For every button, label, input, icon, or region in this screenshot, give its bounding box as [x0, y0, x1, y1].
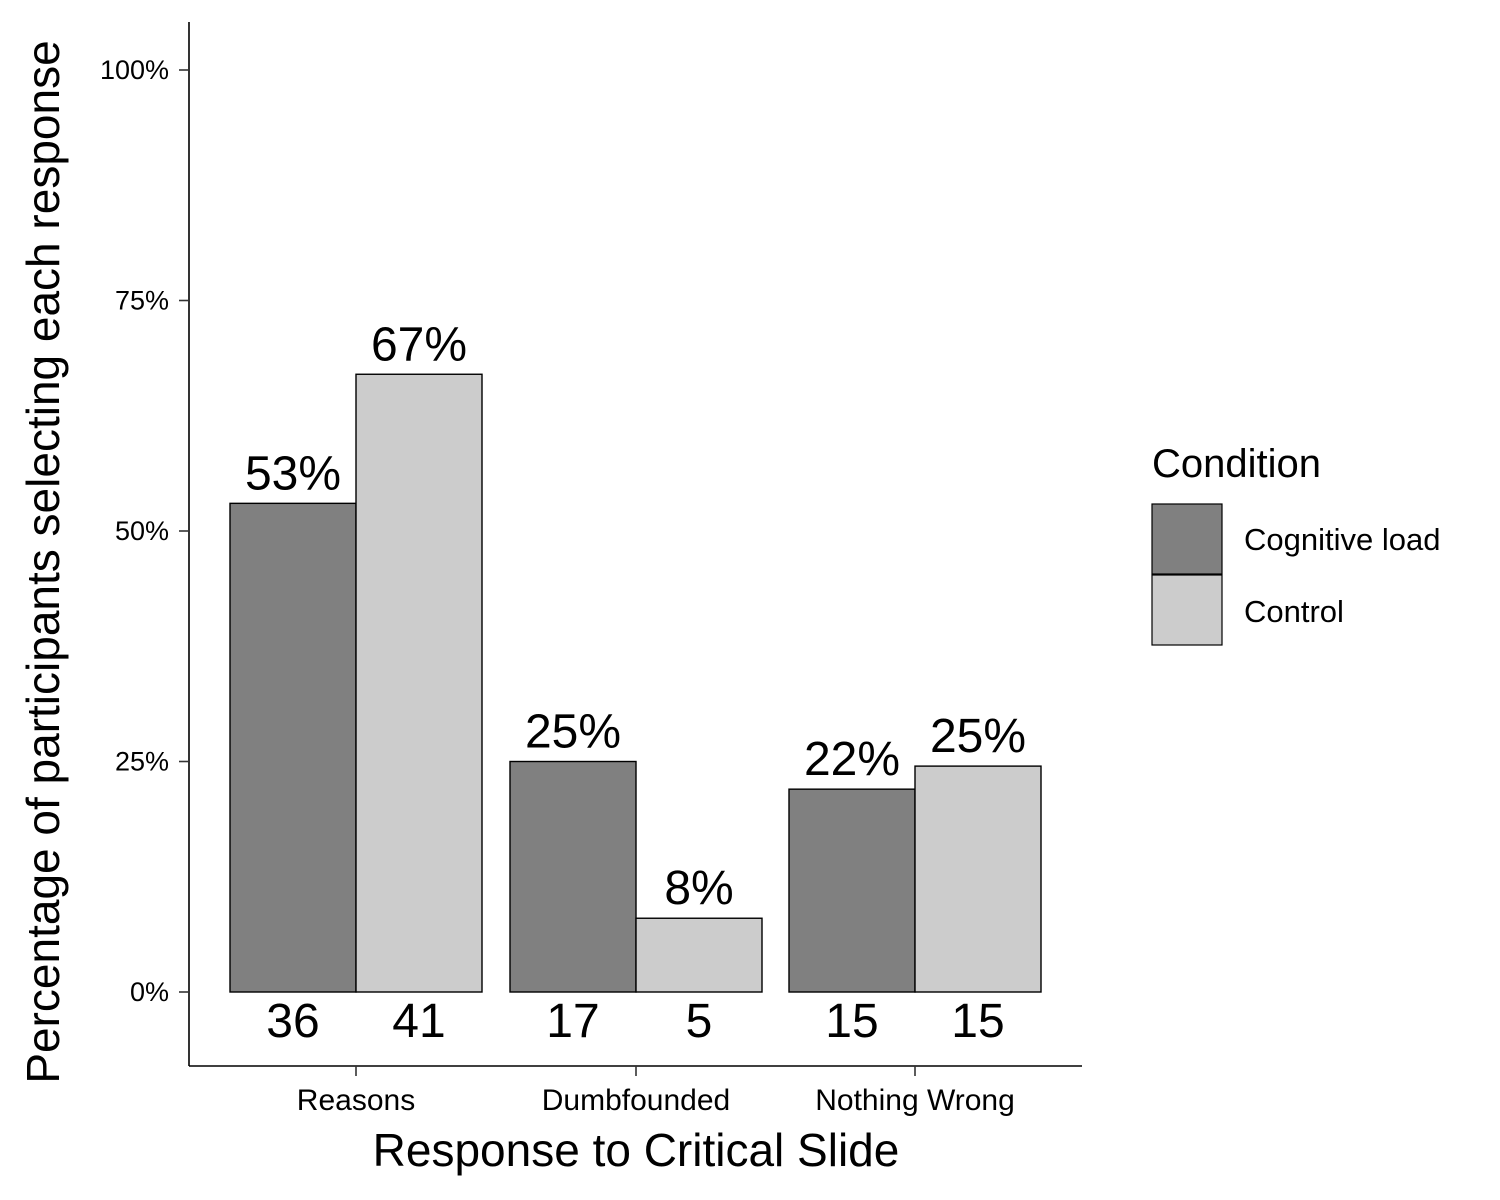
legend-label-cognitive-load: Cognitive load [1244, 522, 1440, 557]
bar-count-label: 41 [392, 995, 445, 1048]
value-labels-layer: 53% 36 25% 17 22% 15 67% 41 8% 5 25% 15 [245, 318, 1026, 1048]
y-tick-label: 0% [130, 977, 169, 1007]
bar-count-label: 17 [546, 995, 599, 1048]
bar [229, 502, 357, 993]
y-axis: 0% 25% 50% 75% 100% [100, 22, 190, 1066]
bar [509, 760, 637, 993]
bar-count-label: 15 [951, 995, 1004, 1048]
x-axis-title: Response to Critical Slide [373, 1124, 900, 1176]
x-axis: Reasons Dumbfounded Nothing Wrong [189, 1065, 1082, 1117]
bars-layer [229, 373, 1042, 993]
legend-label-control: Control [1244, 594, 1344, 629]
y-tick-label: 100% [100, 55, 169, 85]
legend-swatch-control [1151, 574, 1223, 646]
y-tick-label: 50% [115, 516, 169, 546]
y-axis-title: Percentage of participants selecting eac… [17, 40, 69, 1083]
bar-value-label: 25% [930, 710, 1026, 763]
bar-count-label: 15 [825, 995, 878, 1048]
bar-value-label: 53% [245, 447, 341, 500]
bar-value-label: 67% [371, 318, 467, 371]
x-tick-label: Reasons [297, 1084, 415, 1117]
bar-value-label: 8% [664, 862, 733, 915]
bar-value-label: 22% [804, 733, 900, 786]
bar [355, 373, 483, 993]
bar-count-label: 5 [686, 995, 713, 1048]
x-tick-label: Nothing Wrong [815, 1084, 1015, 1117]
bar-value-label: 25% [525, 706, 621, 759]
bar-count-label: 36 [266, 995, 319, 1048]
y-tick-label: 25% [115, 747, 169, 777]
legend-title: Condition [1152, 442, 1321, 486]
y-tick-label: 75% [115, 286, 169, 316]
x-tick-label: Dumbfounded [542, 1084, 730, 1117]
legend-swatch-cognitive-load [1151, 503, 1223, 575]
bar [635, 917, 763, 993]
legend: Condition Cognitive load Control [1151, 442, 1440, 646]
bar [914, 765, 1042, 993]
bar [788, 788, 916, 993]
